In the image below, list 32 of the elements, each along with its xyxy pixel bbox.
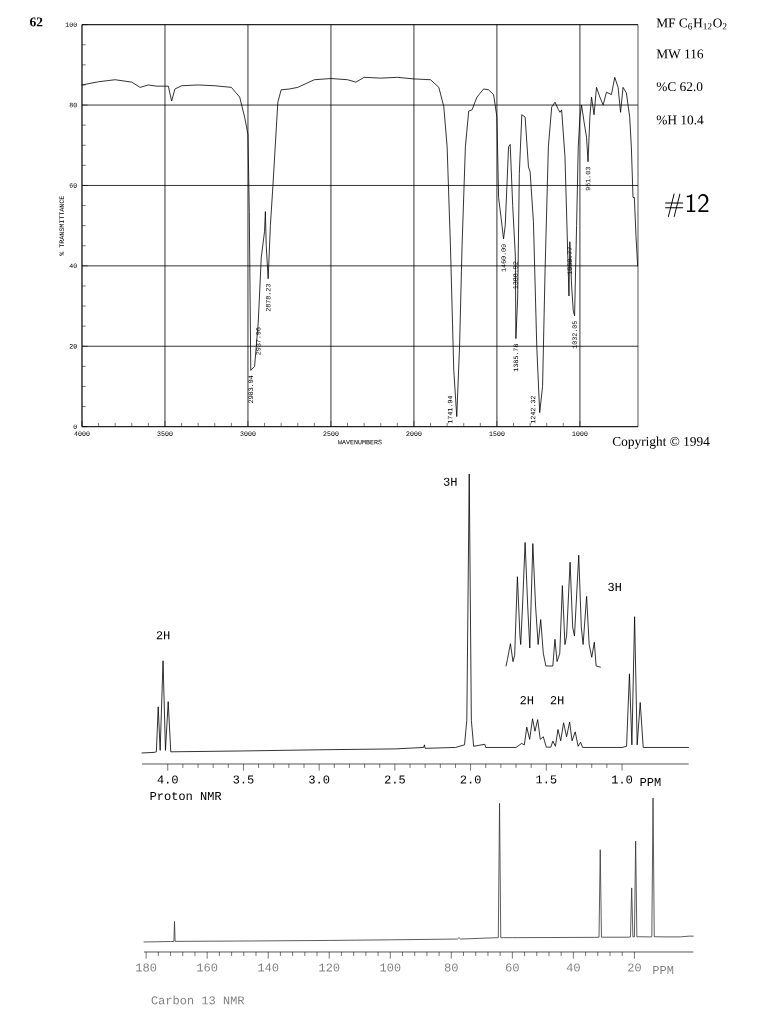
x-tick-label: 1.0 — [612, 775, 633, 784]
x-tick-label: 80 — [444, 963, 458, 972]
annotation: 2H — [520, 696, 534, 705]
text: %C 62.0 — [656, 82, 703, 92]
x-tick-label: 3.5 — [233, 775, 254, 784]
x-tick-label: 1.5 — [536, 775, 557, 784]
annotation: 3H — [443, 477, 457, 486]
x-tick-label: 60 — [506, 963, 519, 972]
x-tick-label: 3.0 — [309, 775, 330, 784]
x-tick-label: 120 — [319, 963, 340, 972]
x-axis-title: PPM — [653, 966, 674, 975]
x-tick-label: 160 — [197, 963, 218, 972]
x-tick-label: 2.5 — [384, 775, 405, 784]
x-axis-title: PPM — [640, 778, 661, 787]
annotation: 2H — [550, 696, 564, 705]
text: Copyright © 1994 — [612, 436, 710, 449]
text: 62 — [30, 17, 43, 27]
annotation: Proton NMR — [150, 791, 222, 801]
x-tick-label: 2.0 — [460, 775, 481, 784]
text: #12 — [665, 193, 709, 218]
text: MF C$_{6}$H$_{12}$O$_{2}$ — [656, 18, 727, 30]
text: %H 10.4 — [656, 115, 704, 125]
x-tick-label: 100 — [380, 963, 401, 972]
annotation: 2H — [156, 631, 170, 640]
text: MW 116 — [656, 49, 704, 59]
text: Carbon 13 NMR — [151, 995, 245, 1005]
x-tick-label: 180 — [136, 963, 157, 972]
x-tick-label: 4.0 — [157, 775, 178, 784]
x-tick-label: 40 — [566, 963, 580, 972]
x-tick-label: 140 — [258, 963, 279, 972]
annotation: 3H — [608, 582, 621, 592]
x-tick-label: 20 — [628, 963, 641, 972]
